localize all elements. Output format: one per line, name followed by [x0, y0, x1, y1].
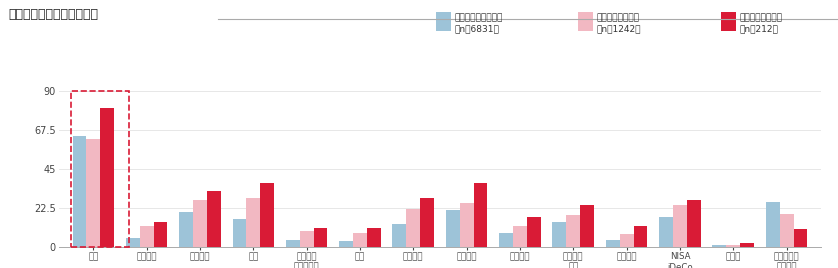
Bar	[673, 205, 687, 247]
Bar	[193, 200, 207, 247]
Bar	[740, 243, 754, 247]
Text: 健康経営認知企業: 健康経営認知企業	[597, 13, 639, 23]
Bar	[420, 198, 434, 247]
Bar	[499, 233, 513, 247]
Bar	[446, 210, 460, 247]
Bar	[473, 183, 488, 247]
Bar	[580, 205, 594, 247]
Bar	[126, 238, 140, 247]
Bar	[101, 108, 114, 247]
Bar	[73, 136, 86, 247]
Bar	[86, 139, 101, 247]
Bar	[606, 240, 619, 247]
Bar	[566, 215, 580, 247]
Bar	[634, 226, 648, 247]
Bar	[179, 212, 193, 247]
Bar	[367, 228, 380, 247]
Bar	[353, 233, 367, 247]
Bar	[246, 198, 261, 247]
Bar	[687, 200, 701, 247]
Bar	[727, 245, 740, 247]
Bar	[527, 217, 541, 247]
Bar	[552, 222, 566, 247]
Text: （n＝1242）: （n＝1242）	[597, 24, 641, 33]
Bar	[766, 202, 779, 247]
Bar	[261, 183, 274, 247]
Text: （n＝212）: （n＝212）	[739, 24, 778, 33]
Bar	[207, 191, 220, 247]
Bar	[300, 231, 313, 247]
Text: （n＝6831）: （n＝6831）	[454, 24, 499, 33]
Bar	[779, 214, 794, 247]
Bar	[392, 224, 406, 247]
Bar	[140, 226, 153, 247]
Bar	[619, 234, 634, 247]
Bar	[71, 91, 129, 247]
Bar	[339, 241, 353, 247]
Text: 健康経営実施企業: 健康経営実施企業	[739, 13, 782, 23]
Bar	[232, 219, 246, 247]
Bar	[313, 228, 328, 247]
Bar	[286, 240, 300, 247]
Bar	[153, 222, 168, 247]
Bar	[460, 203, 473, 247]
Bar	[406, 209, 420, 247]
Text: 健康経営非認知企業: 健康経営非認知企業	[454, 13, 503, 23]
Bar	[712, 245, 727, 247]
Bar	[513, 226, 527, 247]
Text: 中小企業従業員の金融資産: 中小企業従業員の金融資産	[8, 8, 98, 21]
Bar	[660, 217, 673, 247]
Bar	[794, 229, 807, 247]
